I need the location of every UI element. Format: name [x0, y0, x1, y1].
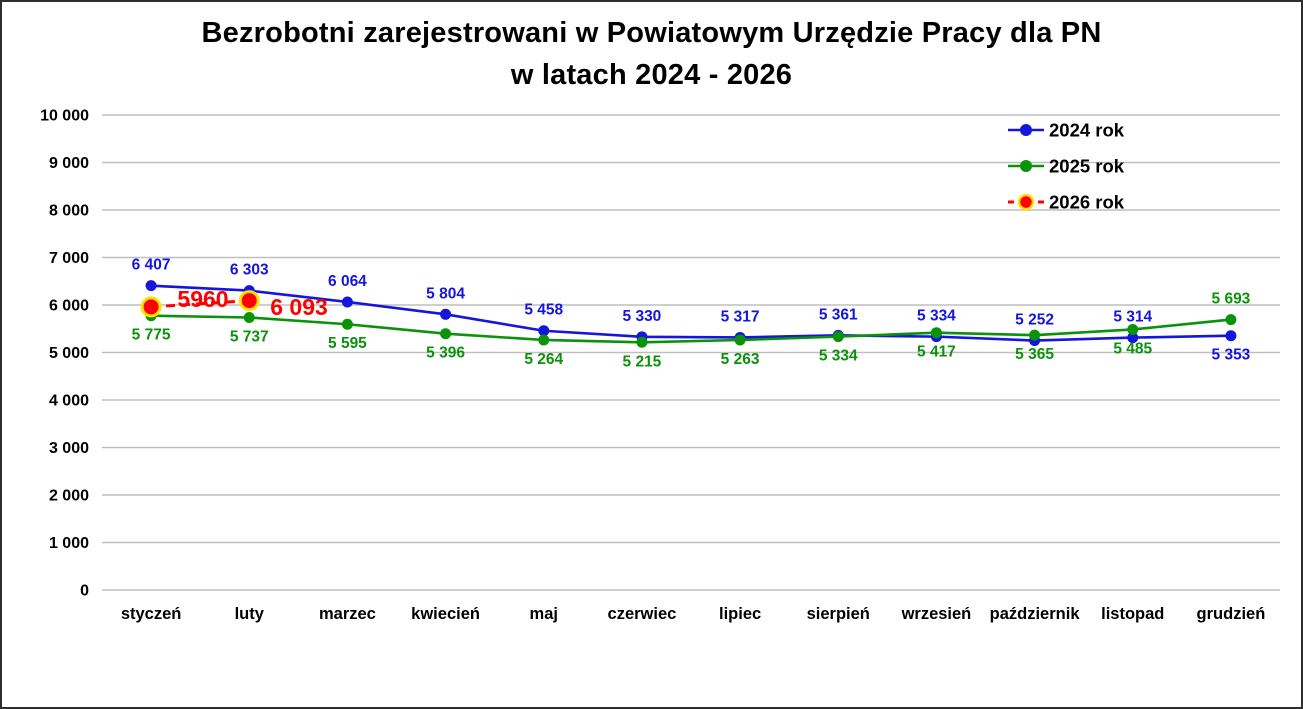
legend-label: 2025 rok — [1049, 156, 1125, 177]
x-tick-label: październik — [990, 605, 1081, 623]
y-tick-label: 2 000 — [49, 488, 89, 505]
data-point-marker — [243, 311, 255, 323]
data-label: 5 264 — [524, 351, 563, 368]
legend-marker — [1020, 124, 1032, 136]
data-label: 5 361 — [819, 306, 858, 323]
data-label: 6 407 — [132, 257, 171, 274]
legend-label: 2026 rok — [1049, 192, 1125, 213]
data-point-marker — [636, 336, 648, 348]
x-tick-label: luty — [235, 605, 265, 623]
data-point-marker — [930, 327, 942, 339]
y-tick-label: 3 000 — [49, 440, 89, 457]
x-tick-label: listopad — [1101, 605, 1164, 623]
x-tick-label: sierpień — [807, 605, 870, 623]
y-tick-label: 10 000 — [40, 108, 89, 125]
x-tick-label: czerwiec — [608, 605, 677, 623]
y-tick-label: 5 000 — [49, 345, 89, 362]
data-point-marker — [440, 328, 452, 340]
data-label: 5 775 — [132, 327, 171, 344]
data-label: 5 334 — [819, 348, 858, 365]
data-point-marker — [238, 290, 260, 312]
y-tick-label: 9 000 — [49, 155, 89, 172]
data-point-marker — [1225, 314, 1237, 326]
data-label: 6 093 — [270, 294, 328, 320]
data-point-marker — [440, 308, 452, 320]
data-label: 5 314 — [1113, 309, 1152, 326]
data-point-marker — [341, 318, 353, 330]
data-label: 5 417 — [917, 344, 956, 361]
data-label: 6 303 — [230, 262, 269, 279]
series-line-2026-rok — [150, 299, 250, 309]
y-tick-label: 0 — [80, 583, 89, 600]
legend-marker — [1017, 193, 1035, 211]
x-tick-label: kwiecień — [411, 605, 480, 623]
data-label: 5960 — [177, 286, 228, 312]
data-label: 6 064 — [328, 273, 367, 290]
data-point-marker — [538, 334, 550, 346]
data-label: 5 693 — [1212, 291, 1251, 308]
series-line-2025-rok — [151, 314, 1232, 344]
data-point-marker — [341, 296, 353, 308]
x-tick-label: grudzień — [1197, 605, 1266, 623]
data-label: 5 252 — [1015, 312, 1054, 329]
data-label: 5 804 — [426, 285, 465, 302]
data-point-marker — [1127, 332, 1139, 344]
data-label: 5 330 — [623, 308, 662, 325]
data-point-marker — [734, 334, 746, 346]
data-label: 5 365 — [1015, 346, 1054, 363]
data-label: 5 737 — [230, 328, 269, 345]
data-label: 5 215 — [623, 353, 662, 370]
chart-title-line2: w latach 2024 - 2026 — [510, 59, 793, 91]
data-point-marker — [140, 296, 162, 318]
data-label: 5 353 — [1212, 347, 1251, 364]
data-label: 5 396 — [426, 345, 465, 362]
data-label: 5 458 — [524, 302, 563, 319]
data-point-marker — [538, 325, 550, 337]
data-label: 5 595 — [328, 335, 367, 352]
data-point-marker — [832, 331, 844, 343]
data-label: 5 317 — [721, 308, 760, 325]
y-tick-label: 7 000 — [49, 250, 89, 267]
y-tick-label: 1 000 — [49, 535, 89, 552]
chart-title: Bezrobotni zarejestrowani w Powiatowym U… — [2, 12, 1301, 96]
legend-marker — [1020, 160, 1032, 172]
data-label: 5 485 — [1113, 340, 1152, 357]
data-point-marker — [145, 280, 157, 292]
data-point-marker — [1225, 330, 1237, 342]
x-tick-label: lipiec — [719, 605, 761, 623]
data-point-marker — [1029, 329, 1041, 341]
x-tick-label: wrzesień — [901, 605, 972, 623]
series-line-2024-rok — [151, 284, 1231, 342]
x-tick-label: styczeń — [121, 605, 182, 623]
data-point-marker — [1127, 323, 1139, 335]
y-tick-label: 8 000 — [49, 203, 89, 220]
x-tick-label: maj — [530, 605, 558, 623]
data-label: 5 334 — [917, 308, 956, 325]
y-tick-label: 4 000 — [49, 393, 89, 410]
y-tick-label: 6 000 — [49, 298, 89, 315]
chart-title-line1: Bezrobotni zarejestrowani w Powiatowym U… — [201, 17, 1102, 49]
data-label: 5 263 — [721, 351, 760, 368]
legend-label: 2024 rok — [1049, 120, 1125, 141]
x-tick-label: marzec — [319, 605, 376, 623]
